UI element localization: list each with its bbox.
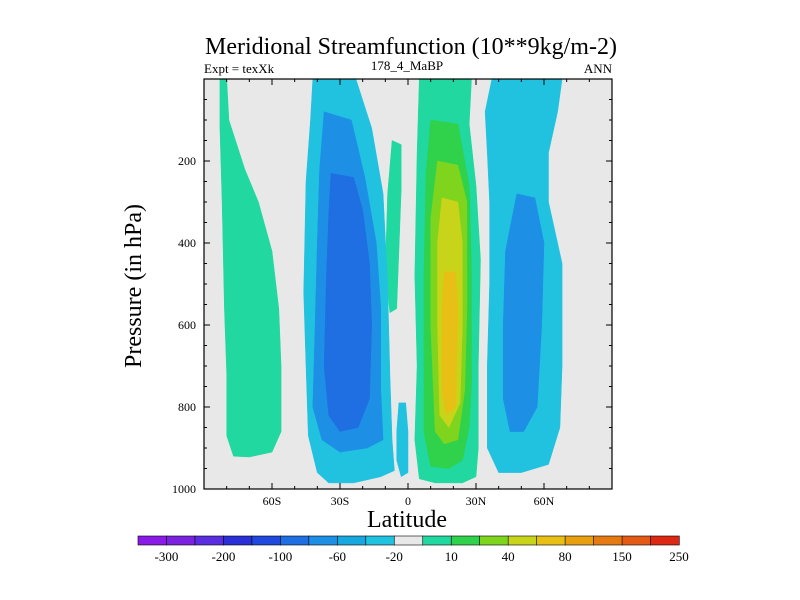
colorbar-swatch xyxy=(251,535,281,546)
axis-ticks: 60S 30S 0 30N 60N 200 400 600 800 1000 xyxy=(172,79,612,508)
colorbar-label: -200 xyxy=(211,549,235,564)
colorbar-swatch xyxy=(194,535,225,546)
contour-region-7 xyxy=(441,271,459,416)
colorbar-label: 150 xyxy=(612,549,632,564)
y-tick-label: 200 xyxy=(178,154,196,168)
contour-region-10 xyxy=(323,173,372,432)
colorbar-label: -20 xyxy=(386,549,403,564)
y-axis-label: Pressure (in hPa) xyxy=(121,204,147,368)
y-tick-label: 400 xyxy=(178,236,196,250)
colorbar-swatch xyxy=(536,535,566,546)
colorbar-swatch xyxy=(650,535,680,546)
colorbar-swatch xyxy=(507,535,538,546)
colorbar-label: 80 xyxy=(559,549,572,564)
colorbar-swatch xyxy=(450,535,481,546)
colorbar-label: -60 xyxy=(329,549,346,564)
y-tick-label: 600 xyxy=(178,318,196,332)
subtitle-center: 178_4_MaBP xyxy=(371,58,443,73)
colorbar-label: 250 xyxy=(669,549,689,564)
contour-region-2 xyxy=(385,140,402,313)
y-tick-label: 1000 xyxy=(172,482,196,496)
x-tick-label: 60N xyxy=(534,494,555,508)
colorbar-swatch xyxy=(393,535,424,546)
colorbar-swatch xyxy=(137,535,168,546)
colorbar-label: 40 xyxy=(502,549,515,564)
contour-region-15 xyxy=(235,283,239,404)
colorbar-swatch xyxy=(280,535,310,546)
x-axis-label: Latitude xyxy=(367,507,447,533)
colorbar-swatch xyxy=(166,535,196,546)
colorbar-swatch xyxy=(621,535,652,546)
contour-region-11 xyxy=(396,402,409,477)
colorbar-label: -100 xyxy=(268,549,292,564)
colorbar-swatch xyxy=(422,535,452,546)
contour-region-13 xyxy=(502,193,545,432)
colorbar-label: -300 xyxy=(155,549,179,564)
contour-region-1 xyxy=(219,78,282,458)
contour-region-14 xyxy=(249,271,259,375)
x-tick-label: 30N xyxy=(466,494,487,508)
colorbar-swatch xyxy=(593,535,623,546)
colorbar-swatch xyxy=(223,535,253,546)
colorbar-swatch xyxy=(479,535,509,546)
y-tick-label: 800 xyxy=(178,400,196,414)
colorbar-label: 10 xyxy=(445,549,458,564)
colorbar-swatch xyxy=(564,535,595,546)
colorbar-swatch xyxy=(365,535,395,546)
x-tick-label: 0 xyxy=(405,494,411,508)
x-tick-label: 60S xyxy=(263,494,282,508)
x-tick-label: 30S xyxy=(331,494,350,508)
season-label: ANN xyxy=(584,61,613,76)
colorbar-swatch xyxy=(337,535,367,546)
chart-title: Meridional Streamfunction (10**9kg/m-2) xyxy=(205,34,617,60)
colorbar: -300 -200 -100 -60 -20 10 40 80 150 250 xyxy=(137,535,689,564)
contour-regions xyxy=(219,78,563,484)
colorbar-swatch xyxy=(308,535,338,546)
experiment-label: Expt = texXk xyxy=(204,61,275,76)
